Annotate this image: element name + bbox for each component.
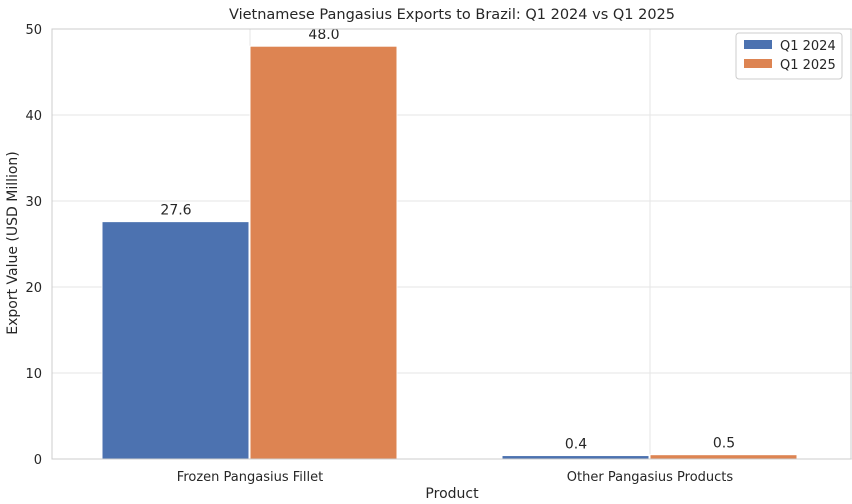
bar-value-label: 27.6 <box>160 203 191 219</box>
legend-label: Q1 2024 <box>780 39 836 54</box>
x-axis: Frozen Pangasius Fillet Other Pangasius P… <box>177 470 734 485</box>
bars <box>101 45 798 460</box>
bar <box>501 455 650 460</box>
bar <box>649 454 798 460</box>
bar-value-label: 48.0 <box>308 27 339 43</box>
y-tick-label: 50 <box>25 23 42 38</box>
x-tick-label: Other Pangasius Products <box>567 470 734 485</box>
y-tick-label: 10 <box>25 367 42 382</box>
y-tick-label: 30 <box>25 195 42 210</box>
bar-value-label: 0.4 <box>565 437 587 453</box>
legend-swatch <box>744 59 772 68</box>
chart-title: Vietnamese Pangasius Exports to Brazil: … <box>229 7 675 23</box>
bar-value-label: 0.5 <box>713 436 735 452</box>
y-axis: 0 10 20 30 40 50 <box>25 23 42 468</box>
bar <box>101 221 250 460</box>
data-labels: 27.6 48.0 0.4 0.5 <box>160 27 735 452</box>
y-tick-label: 20 <box>25 281 42 296</box>
x-tick-label: Frozen Pangasius Fillet <box>177 470 323 485</box>
y-tick-label: 40 <box>25 109 42 124</box>
legend: Q1 2024 Q1 2025 <box>735 32 843 80</box>
legend-label: Q1 2025 <box>780 58 836 73</box>
bar <box>249 45 398 460</box>
x-axis-label: Product <box>425 486 479 502</box>
plot-frame <box>51 28 852 460</box>
legend-swatch <box>744 40 772 49</box>
y-tick-label: 0 <box>34 453 42 468</box>
y-axis-label: Export Value (USD Million) <box>5 151 21 335</box>
